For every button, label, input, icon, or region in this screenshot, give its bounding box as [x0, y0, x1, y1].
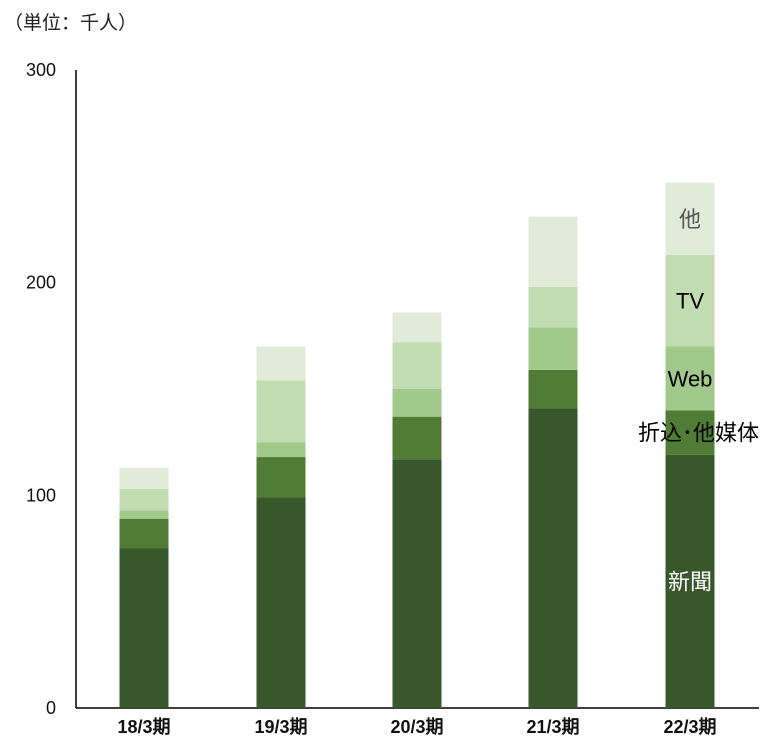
x-tick-label: 20/3期 [390, 717, 443, 737]
unit-label: （単位：千人） [4, 12, 138, 34]
bar-segment-1-cat-2 [256, 497, 306, 708]
series-label-4: TV [676, 289, 704, 314]
bar-segment-5-cat-3 [392, 312, 442, 343]
bar-segment-3-cat-4 [528, 327, 578, 370]
series-label-1: 新聞 [668, 569, 712, 594]
bar-segment-1-cat-1 [119, 548, 169, 708]
bar-segment-1-cat-4 [528, 408, 578, 708]
bar-segment-3-cat-3 [392, 389, 442, 417]
y-tick-label: 0 [46, 698, 56, 718]
bar-segment-2-cat-4 [528, 369, 578, 409]
y-tick-label: 200 [26, 273, 56, 293]
bar-segment-4-cat-4 [528, 286, 578, 328]
bar-segment-5-cat-4 [528, 216, 578, 287]
bar-segment-4-cat-2 [256, 380, 306, 443]
bar-segment-4-cat-3 [392, 342, 442, 389]
bar-segment-3-cat-2 [256, 442, 306, 458]
bar-segment-2-cat-3 [392, 416, 442, 460]
bar-segment-4-cat-5 [665, 255, 715, 347]
x-tick-label: 22/3期 [663, 717, 716, 737]
series-label-3: Web [668, 366, 713, 391]
bar-segment-3-cat-5 [665, 346, 715, 411]
series-label-5: 他 [679, 207, 701, 232]
x-tick-label: 21/3期 [526, 717, 579, 737]
x-tick-label: 19/3期 [254, 717, 307, 737]
bar-segment-5-cat-1 [119, 467, 169, 489]
bar-segment-1-cat-5 [665, 454, 715, 708]
bar-segment-1-cat-3 [392, 459, 442, 708]
bar-segment-2-cat-5 [665, 410, 715, 455]
x-tick-label: 18/3期 [117, 717, 170, 737]
bar-segment-5-cat-2 [256, 346, 306, 381]
bar-segment-4-cat-1 [119, 488, 169, 511]
bar-segment-5-cat-5 [665, 182, 715, 256]
y-tick-label: 300 [26, 60, 56, 80]
bar-segment-2-cat-2 [256, 457, 306, 498]
bar-segment-2-cat-1 [119, 518, 169, 549]
series-label-2: 折込･他媒体 [638, 421, 759, 446]
y-tick-label: 100 [26, 485, 56, 505]
bar-segment-3-cat-1 [119, 510, 169, 519]
